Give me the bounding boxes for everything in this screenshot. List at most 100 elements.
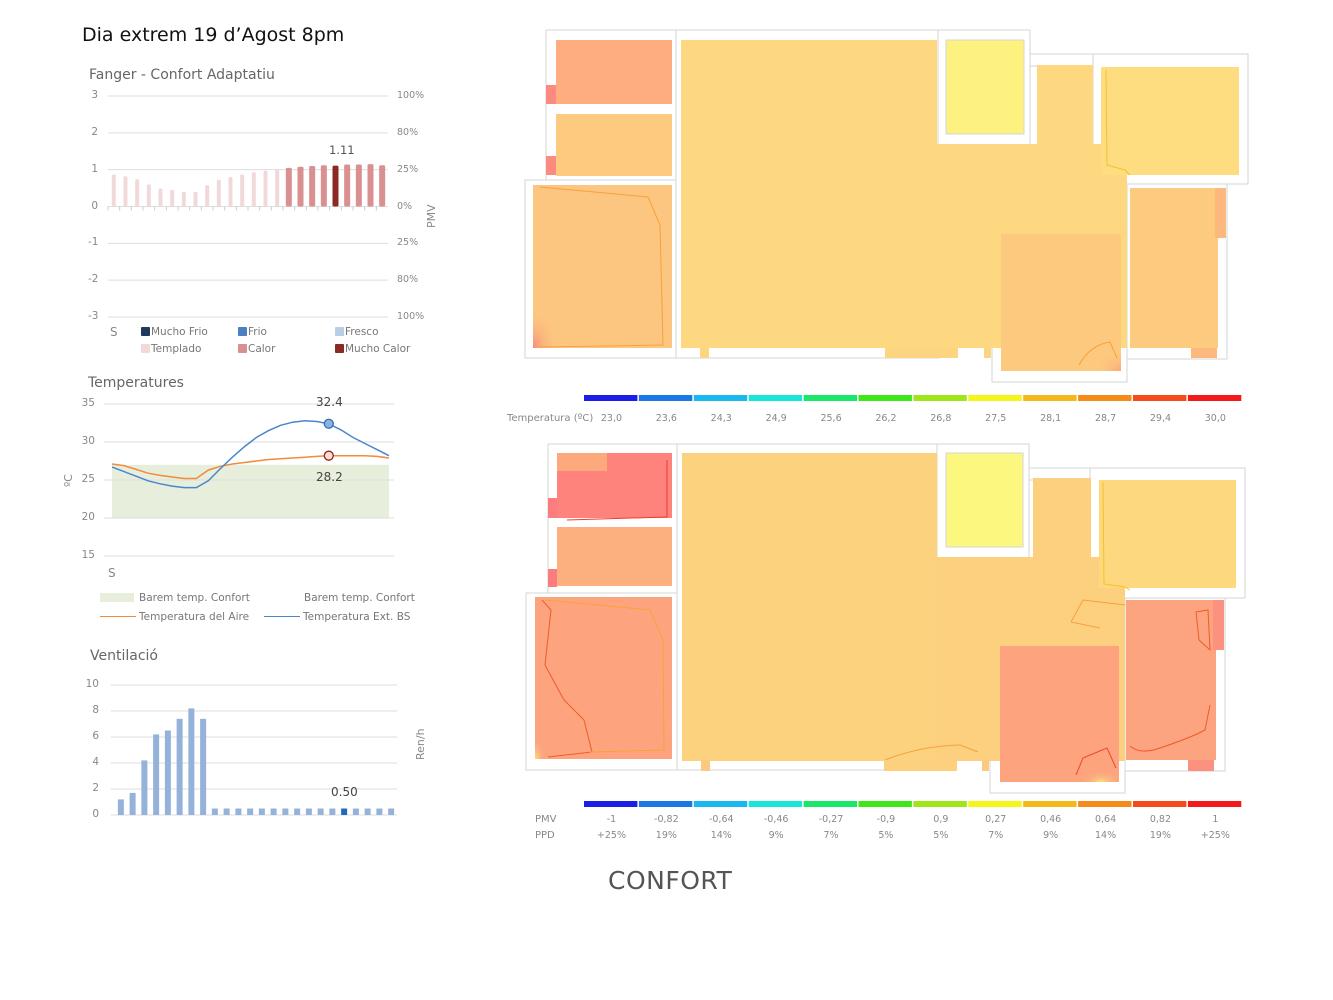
fanger-bar: [228, 177, 233, 207]
legend-line-orange: [100, 616, 136, 617]
fanger-bar: [297, 166, 304, 207]
room-pmv: [1099, 480, 1236, 588]
right-tick-label: 0%: [397, 200, 413, 212]
legend-swatch: [141, 344, 150, 353]
color-scale-segment: [1133, 801, 1187, 807]
fanger-bar: [216, 179, 221, 207]
isotherm-line: [539, 186, 664, 348]
legend-label: Calor: [248, 343, 276, 355]
pmv-scale-value: -0,64: [708, 814, 734, 825]
ext-temp-marker: [323, 418, 334, 429]
fanger-bar: [367, 164, 374, 207]
color-scale-segment: [638, 801, 693, 807]
isoline: [1070, 599, 1126, 629]
legend-swatch: [238, 344, 247, 353]
window-warm: [885, 348, 958, 358]
fanger-bar: [275, 169, 280, 207]
legend-label: Mucho Calor: [345, 343, 411, 355]
color-scale-segment: [803, 801, 857, 807]
temperature-scale-value: 27,5: [985, 413, 1007, 424]
ventilation-bar: [211, 808, 218, 815]
temperature-scale-value: 26,2: [875, 413, 897, 424]
ventilation-bar: [282, 808, 289, 815]
y-tick-label: 8: [92, 704, 99, 716]
y-tick-label: 10: [85, 678, 99, 690]
legend-item-templado: Templado: [141, 343, 201, 355]
floor-plan-temperature: [524, 29, 1249, 383]
fanger-bar: [170, 189, 175, 207]
ventilacio-chart-title: Ventilació: [90, 648, 158, 664]
fanger-bar: [240, 174, 245, 207]
floor-plan-comfort: [525, 443, 1246, 794]
legend-label: Barem temp. Confort: [139, 592, 250, 604]
right-tick-label: 80%: [397, 274, 419, 286]
color-scale-segment: [1078, 801, 1132, 807]
y-tick-label: 2: [91, 125, 98, 138]
y-tick-label: 0: [92, 808, 99, 820]
room-temp: [681, 40, 937, 348]
legend-swatch-band: [100, 593, 134, 602]
color-scale-segment: [638, 395, 693, 401]
legend-item-air-temp: Temperatura del Aire: [100, 611, 249, 623]
fanger-bar: [379, 165, 386, 207]
temperature-scale-value: 25,6: [820, 413, 842, 424]
color-scale-segment: [584, 801, 638, 807]
legend-item-mucho-calor: Mucho Calor: [335, 343, 410, 355]
right-tick-label: 100%: [397, 311, 425, 322]
ventilation-bar: [270, 808, 277, 815]
temperature-scale-value: 28,7: [1094, 413, 1117, 424]
room-pmv: [1126, 600, 1216, 760]
room-temp: [1037, 65, 1093, 145]
room-temp: [945, 39, 1025, 135]
ventilation-bar: [176, 718, 183, 815]
y-tick-label: 0: [91, 199, 98, 212]
temperature-scale-value: 29,4: [1149, 413, 1172, 424]
ext-temp-line: [111, 419, 390, 489]
y-tick-label: 2: [92, 782, 99, 794]
isoline: [884, 744, 979, 761]
fanger-bar: [181, 191, 186, 207]
ventilation-bar: [247, 808, 254, 815]
room-pmv: [557, 527, 672, 586]
fanger-bar: [193, 191, 198, 207]
temperatures-x-label: S: [108, 566, 116, 580]
ventilation-bar: [388, 808, 395, 815]
door-gap: [700, 348, 709, 358]
fanger-bar: [332, 165, 339, 207]
pmv-scale-value: 0,82: [1149, 814, 1172, 825]
fanger-x-label: S: [110, 325, 118, 339]
temperature-scale-value: 28,1: [1040, 413, 1062, 424]
ppd-scale-value: 9%: [1043, 830, 1059, 841]
room-temp: [1130, 188, 1218, 348]
temperature-scale-value: 26,8: [930, 413, 952, 424]
legend-item-mucho-frio: Mucho Frio: [141, 326, 208, 338]
ppd-scale-value: 5%: [933, 830, 949, 841]
room-pmv: [1033, 478, 1091, 558]
ventilation-bar: [352, 808, 359, 815]
temperature-scale-value: 23,0: [600, 413, 623, 424]
isoline: [1075, 747, 1117, 776]
ventilation-bar: [188, 708, 195, 815]
ventilation-bar: [258, 808, 265, 815]
window-warm: [1191, 348, 1217, 358]
fanger-bar: [158, 188, 163, 207]
door-gap: [701, 760, 710, 771]
ventilation-bar: [141, 760, 148, 815]
ventilation-bar: [341, 808, 348, 815]
legend-item-fresco: Fresco: [335, 326, 379, 338]
color-scale-segment: [968, 395, 1022, 401]
ventilation-bar: [129, 792, 136, 815]
isotherm-line: [1105, 69, 1131, 176]
temperature-scale-value: 30,0: [1204, 413, 1226, 424]
legend-swatch: [335, 327, 344, 336]
temperature-scale-label: Temperatura (ºC): [507, 413, 594, 424]
legend-label: Mucho Frio: [151, 326, 208, 338]
y-tick-label: 3: [91, 89, 98, 101]
ppd-scale-label: PPD: [535, 830, 555, 841]
window-hot: [546, 156, 556, 175]
legend-item-calor: Calor: [238, 343, 275, 355]
fanger-bar: [344, 164, 351, 207]
ppd-scale-value: 5%: [878, 830, 894, 841]
pmv-scale-value: -0,46: [763, 814, 789, 825]
